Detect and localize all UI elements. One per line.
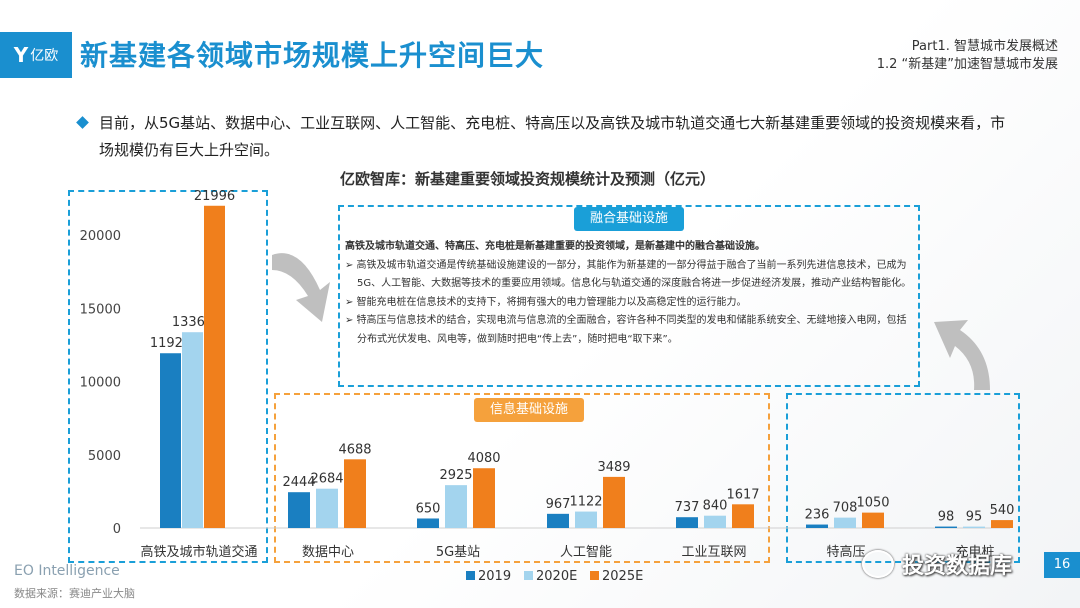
fusion-infrastructure-box [338, 205, 920, 387]
right-curved-arrow-icon [934, 320, 990, 390]
bar-value-label: 21996 [194, 189, 235, 204]
legend-swatch [466, 571, 475, 580]
information-infrastructure-box [274, 393, 770, 563]
bar [344, 459, 366, 528]
bar-value-label: 2444 [282, 475, 315, 490]
bar [445, 485, 467, 528]
category-label: 工业互联网 [681, 545, 746, 560]
bar [704, 515, 726, 528]
fusion-headline: 高铁及城市轨道交通、特高压、充电桩是新基建重要的投资领域，是新基建中的融合基础设… [345, 241, 765, 252]
logo: Y 亿欧 [0, 32, 72, 78]
bar [204, 205, 225, 528]
bar [963, 526, 985, 528]
bar [182, 332, 203, 528]
bar-value-label: 4080 [467, 451, 500, 466]
information-infrastructure-tag: 信息基础设施 [474, 398, 584, 422]
bar [288, 492, 310, 528]
y-tick-label: 5000 [88, 449, 121, 464]
bar [575, 511, 597, 528]
bar-value-label: 540 [990, 503, 1015, 518]
uhv-charging-box [786, 393, 1020, 563]
section-indicator: Part1. 智慧城市发展概述 1.2 “新基建”加速智慧城市发展 [877, 38, 1058, 74]
bar [935, 526, 957, 528]
footer-brand: EO Intelligence [14, 563, 120, 579]
bar [834, 517, 856, 528]
bar-value-label: 95 [966, 510, 983, 525]
bar-value-label: 840 [703, 499, 728, 514]
category-label: 人工智能 [560, 545, 612, 560]
bar [862, 512, 884, 528]
category-label: 高铁及城市轨道交通 [140, 544, 257, 560]
bar-value-label: 13365 [172, 315, 213, 330]
page-number: 16 [1044, 552, 1080, 578]
watermark-text: 投资数据库 [902, 554, 1013, 579]
logo-text: 亿欧 [30, 48, 59, 64]
bar-value-label: 737 [675, 500, 700, 515]
bar-value-label: 2684 [310, 472, 343, 487]
fusion-item-1: ➢ 高铁及城市轨道交通是传统基础设施建设的一部分，其能作为新基建的一部分得益于融… [345, 259, 912, 290]
bar-value-label: 1122 [569, 495, 602, 510]
bar [603, 476, 625, 528]
watermark: 投资数据库 [862, 548, 1012, 580]
chart-title: 亿欧智库：新基建重要领域投资规模统计及预测（亿元） [340, 170, 716, 188]
category-label: 充电桩 [955, 544, 994, 560]
bar-value-label: 708 [833, 501, 858, 516]
bar-value-label: 3489 [597, 460, 630, 475]
fusion-item-3: ➢ 特高压与信息技术的结合，实现电流与信息流的全面融合，容许各种不同类型的发电和… [345, 315, 907, 345]
bar-value-label: 11929 [150, 336, 191, 351]
bar [473, 468, 495, 528]
bar [676, 517, 698, 528]
legend-swatch [590, 571, 599, 580]
wechat-icon [862, 550, 894, 578]
category-label: 5G基站 [436, 545, 480, 560]
bar-value-label: 967 [546, 497, 571, 512]
bar [732, 504, 754, 528]
logo-mark-icon: Y [13, 43, 29, 67]
y-tick-label: 0 [113, 522, 121, 537]
bar-value-label: 4688 [338, 442, 371, 457]
bar [991, 520, 1013, 528]
bar [806, 524, 828, 528]
rail-transit-box [68, 190, 268, 563]
category-label: 特高压 [826, 544, 865, 560]
bar-value-label: 98 [938, 510, 955, 525]
fusion-description: 高铁及城市轨道交通、特高压、充电桩是新基建重要的投资领域，是新基建中的融合基础设… [345, 238, 915, 349]
fusion-item-2: ➢ 智能充电桩在信息技术的支持下，将拥有强大的电力管理能力以及高稳定性的运行能力… [345, 296, 747, 308]
bar [316, 488, 338, 528]
fusion-infrastructure-tag: 融合基础设施 [574, 207, 684, 231]
page-title: 新基建各领域市场规模上升空间巨大 [80, 39, 545, 72]
summary-text: 目前，从5G基站、数据中心、工业互联网、人工智能、充电桩、特高压以及高铁及城市轨… [99, 114, 1006, 159]
legend-swatch [524, 571, 533, 580]
category-label: 数据中心 [302, 545, 354, 560]
left-curved-arrow-icon [272, 253, 330, 322]
bar [160, 353, 181, 528]
summary-bullet: 目前，从5G基站、数据中心、工业互联网、人工智能、充电桩、特高压以及高铁及城市轨… [76, 110, 1018, 164]
y-tick-label: 20000 [80, 229, 121, 244]
bar-value-label: 236 [805, 508, 830, 523]
data-source: 数据来源：赛迪产业大脑 [14, 587, 135, 600]
bar [547, 513, 569, 528]
y-tick-label: 15000 [80, 302, 121, 317]
y-tick-label: 10000 [80, 376, 121, 391]
bar [417, 518, 439, 528]
legend-label: 2020E [536, 569, 577, 584]
legend-label: 2025E [602, 569, 643, 584]
bar-value-label: 650 [416, 501, 441, 516]
part-line-1: Part1. 智慧城市发展概述 [911, 39, 1058, 54]
bar-value-label: 1050 [856, 496, 889, 511]
part-line-2: 1.2 “新基建”加速智慧城市发展 [876, 57, 1058, 72]
bar-value-label: 2925 [439, 468, 472, 483]
bar-value-label: 1617 [726, 487, 759, 502]
legend-label: 2019 [478, 569, 511, 584]
